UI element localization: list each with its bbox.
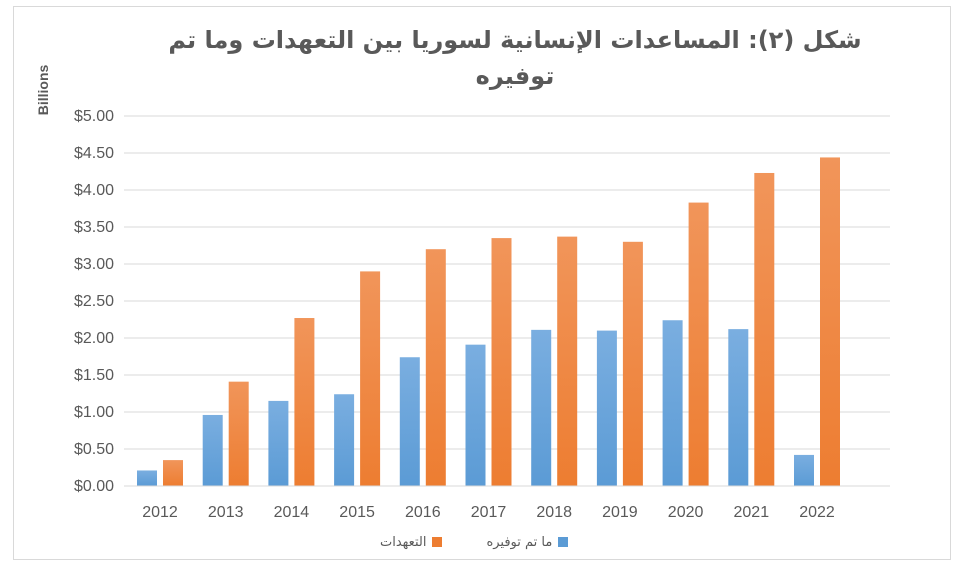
y-tick-label: $3.50 [74,219,114,236]
y-tick-label: $2.00 [74,330,114,347]
bar-pledged-2018 [557,236,578,486]
legend-label-provided: ما تم توفيره [486,534,553,550]
bar-provided-2020 [662,320,683,486]
y-tick-label: $5.00 [74,108,114,125]
bar-provided-2022 [794,454,814,486]
bar-pledged-2013 [228,381,249,486]
x-tick-label: 2022 [799,504,835,521]
x-tick-label: 2012 [142,504,178,521]
x-tick-label: 2017 [471,504,507,521]
bar-provided-2015 [334,394,355,486]
bar-provided-2018 [531,329,552,486]
legend-item-provided: ما تم توفيره [486,534,569,550]
bar-pledged-2017 [491,238,512,486]
legend: ما تم توفيره التعهدات [380,532,569,552]
x-tick-label: 2021 [734,504,770,521]
bar-pledged-2015 [360,271,381,486]
x-tick-label: 2018 [536,504,572,521]
bar-provided-2017 [465,344,486,486]
y-tick-label: $3.00 [74,256,114,273]
bar-pledged-2019 [622,241,643,486]
bar-pledged-2016 [425,249,446,486]
bar-pledged-2021 [754,172,775,487]
bar-pledged-2014 [294,318,315,486]
x-tick-label: 2019 [602,504,638,521]
bar-provided-2013 [202,414,223,486]
bar-pledged-2022 [820,157,840,486]
legend-swatch-pledges [432,537,443,547]
x-tick-label: 2013 [208,504,244,521]
chart-title: شكل (٢): المساعدات الإنسانية لسوريا بين … [168,26,862,90]
y-tick-label: $4.00 [74,182,114,199]
y-tick-label: $1.50 [74,367,114,384]
bar-provided-2021 [728,329,749,486]
legend-item-pledges: التعهدات [380,534,443,550]
x-tick-label: 2020 [668,504,704,521]
legend-swatch-provided [558,537,569,547]
bar-provided-2019 [596,330,617,486]
x-tick-label: 2015 [339,504,375,521]
y-tick-label: $1.00 [74,404,114,421]
bar-provided-2014 [268,400,289,486]
y-tick-label: $0.00 [74,478,114,495]
legend-label-pledges: التعهدات [380,534,427,550]
y-tick-label: $4.50 [74,145,114,162]
x-tick-label: 2016 [405,504,441,521]
bar-pledged-2012 [163,460,183,486]
y-tick-label: $0.50 [74,441,114,458]
x-tick-label: 2014 [274,504,310,521]
bar-provided-2012 [137,470,157,486]
bar-provided-2016 [399,357,420,486]
bar-pledged-2020 [688,202,709,486]
y-tick-label: $2.50 [74,293,114,310]
